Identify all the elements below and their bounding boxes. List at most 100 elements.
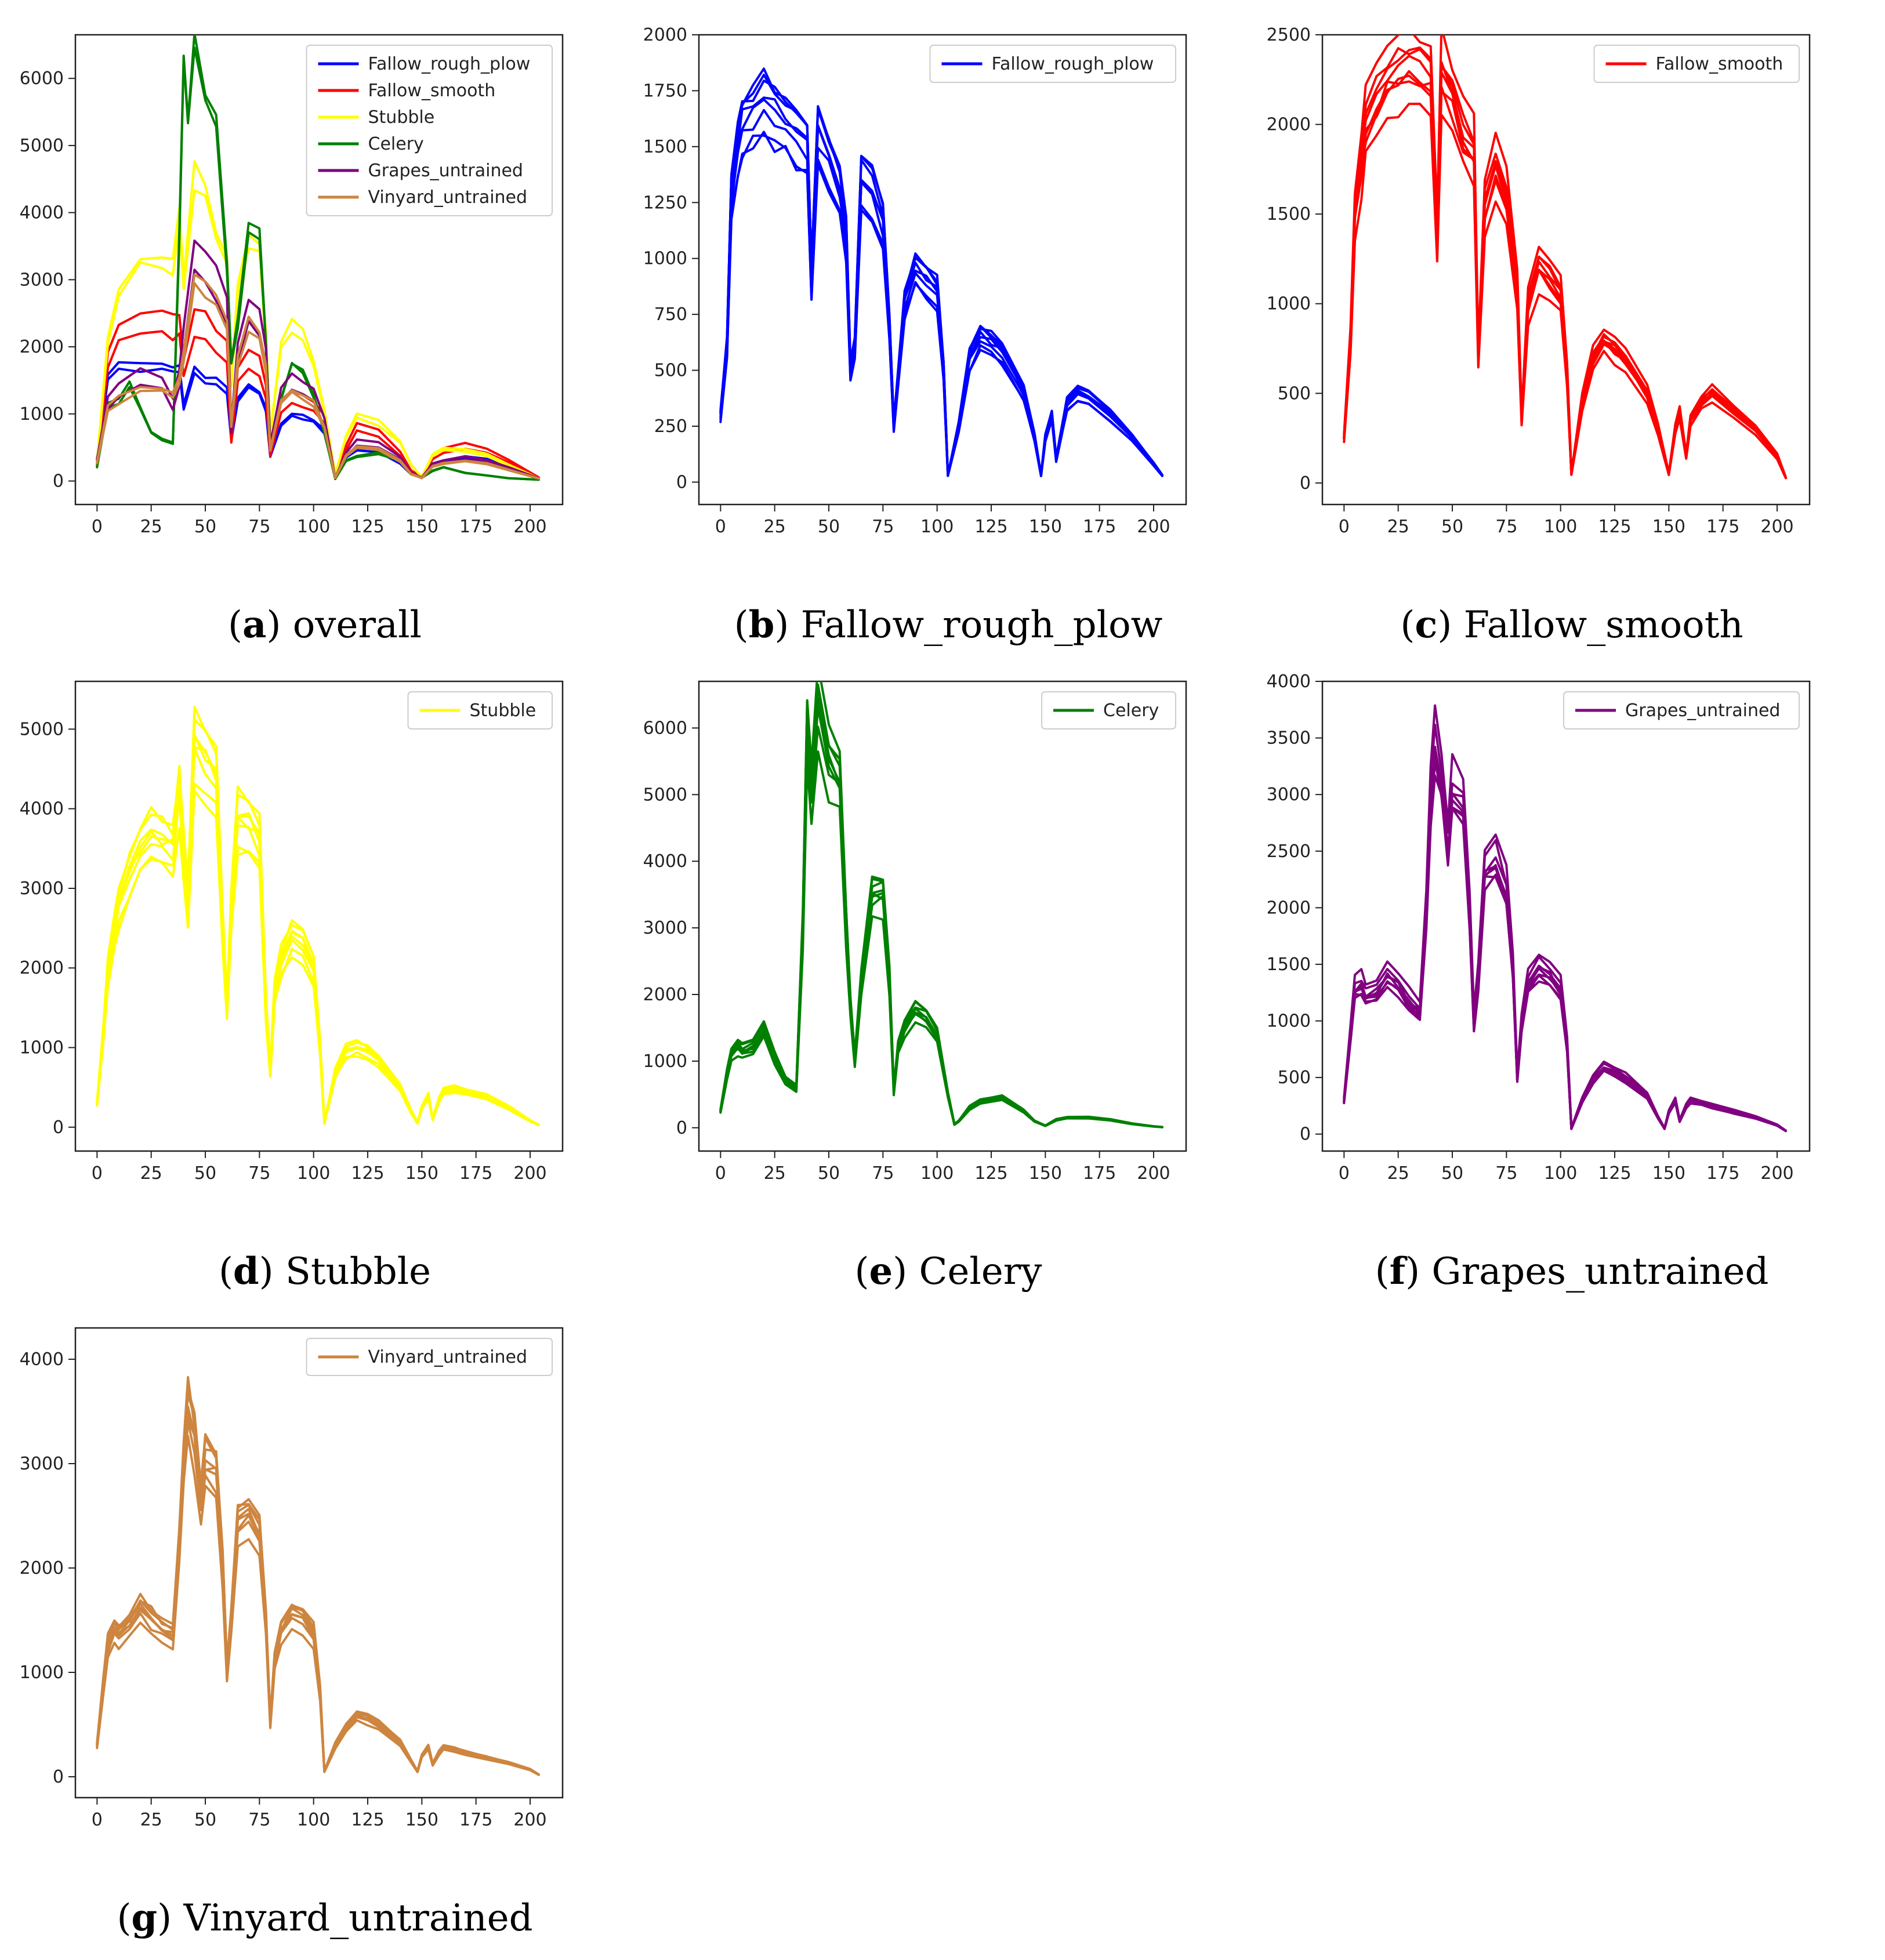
legend: Fallow_rough_plow <box>929 45 1176 83</box>
chart-fallow-rough-plow: 0 25 50 75 100 125 150 175 200025050075010001250… <box>643 25 1187 537</box>
x-tick-label: 25 <box>140 517 162 537</box>
y-tick-label: 500 <box>654 361 687 381</box>
x-tick-label: 100 <box>297 517 330 537</box>
y-tick-label: 1000 <box>1267 1011 1311 1032</box>
x-tick-label: 150 <box>1029 1163 1062 1184</box>
axes-frame <box>698 34 1187 506</box>
caption-text: Fallow_rough_plow <box>800 604 1163 647</box>
legend-label: Grapes_untrained <box>1625 700 1780 721</box>
y-tick-label: 5000 <box>20 136 64 156</box>
caption-letter: e <box>869 1250 893 1293</box>
x-tick-label: 200 <box>1137 517 1170 537</box>
y-tick-label: 4000 <box>20 799 64 819</box>
x-tick-label: 75 <box>872 517 894 537</box>
legend-box <box>1593 45 1800 83</box>
x-tick-label: 50 <box>194 1163 216 1184</box>
caption-letter: f <box>1389 1250 1406 1293</box>
legend: Stubble <box>407 691 553 729</box>
caption-letter: d <box>233 1250 259 1293</box>
y-tick-label: 0 <box>676 472 687 492</box>
chart-overall: 0 25 50 75 100 125 150 175 200010002000300040005… <box>20 34 564 537</box>
chart-stubble: 0 25 50 75 100 125 150 175 200010002000300040005… <box>20 680 564 1184</box>
x-tick-label: 200 <box>1137 1163 1170 1184</box>
legend-label: Celery <box>1103 700 1159 721</box>
legend-box <box>929 45 1176 83</box>
y-tick-label: 4000 <box>643 851 687 872</box>
y-tick-label: 6000 <box>643 718 687 738</box>
chart-grapes-untrained: 0 25 50 75 100 125 150 175 200050010001500200025… <box>1267 672 1811 1184</box>
series-line-vinyard-untrained <box>96 1417 540 1776</box>
legend: Grapes_untrained <box>1563 691 1800 729</box>
axes-frame <box>74 1327 564 1799</box>
caption-grapes-untrained: (f) Grapes_untrained <box>1375 1250 1769 1293</box>
y-tick-label: 1000 <box>20 1038 64 1058</box>
x-tick-label: 100 <box>297 1163 330 1184</box>
panel-vinyard-untrained: 0 25 50 75 100 125 150 175 200 0 1000 2000 3000 4000 V… <box>12 1316 638 1960</box>
legend: Fallow_rough_plow Fallow_smooth Stubble Cel… <box>306 45 553 216</box>
series-group <box>719 681 1163 1128</box>
caption-text: Grapes_untrained <box>1431 1250 1769 1293</box>
y-tick-label: 1500 <box>1267 204 1311 224</box>
caption-letter: a <box>242 603 267 647</box>
x-tick-label: 25 <box>1387 1163 1409 1184</box>
series-group <box>1343 704 1787 1133</box>
caption-fallow-smooth: (c) Fallow_smooth <box>1400 603 1743 647</box>
y-tick-label: 2000 <box>643 25 687 45</box>
x-tick-label: 125 <box>351 517 384 537</box>
panel-overall: 0 25 50 75 100 125 150 175 200 0 1000 2000 3000 4000 5… <box>12 23 638 667</box>
x-tick-label: 100 <box>297 1810 330 1830</box>
series-line-celery <box>719 699 1163 1128</box>
caption-text: Celery <box>919 1250 1042 1293</box>
y-tick-label: 1000 <box>643 249 687 269</box>
y-tick-label: 3000 <box>20 879 64 899</box>
series-line-grapes-untrained <box>1343 745 1787 1132</box>
legend-box <box>1041 691 1176 729</box>
x-tick-label: 100 <box>1544 1163 1577 1184</box>
caption-letter: g <box>131 1896 158 1940</box>
x-tick-label: 125 <box>351 1163 384 1184</box>
panel-grapes-untrained: 0 25 50 75 100 125 150 175 200 0 500 1000 1500 2000 25… <box>1259 670 1885 1313</box>
series-line-stubble <box>96 734 540 1126</box>
x-tick-label: 200 <box>513 1810 546 1830</box>
legend-label: Fallow_rough_plow <box>368 54 531 74</box>
x-tick-label: 100 <box>920 517 954 537</box>
panel-fallow-rough-plow: 0 25 50 75 100 125 150 175 200 0 250 500 750 1000 1250… <box>635 23 1262 667</box>
y-tick-label: 750 <box>654 304 687 325</box>
series-line-vinyard-untrained <box>96 282 540 480</box>
y-tick-label: 5000 <box>643 785 687 805</box>
caption-celery: (e) Celery <box>854 1250 1042 1293</box>
y-tick-label: 4000 <box>1267 672 1311 692</box>
y-tick-label: 1000 <box>20 1663 64 1683</box>
y-tick-label: 500 <box>1278 383 1311 404</box>
x-tick-label: 125 <box>974 1163 1007 1184</box>
x-tick-label: 175 <box>459 1810 492 1830</box>
chart-celery: 0 25 50 75 100 125 150 175 200010002000300040005… <box>643 680 1187 1184</box>
x-tick-label: 150 <box>1652 1163 1685 1184</box>
x-tick-label: 25 <box>140 1163 162 1184</box>
x-tick-label: 175 <box>1706 1163 1739 1184</box>
legend-label: Vinyard_untrained <box>368 187 528 208</box>
y-tick-label: 3000 <box>20 270 64 290</box>
x-tick-label: 0 <box>1339 1163 1350 1184</box>
y-tick-label: 0 <box>1300 473 1311 493</box>
legend-label: Fallow_smooth <box>1656 54 1783 74</box>
x-tick-label: 125 <box>974 517 1007 537</box>
legend-box <box>306 1338 553 1376</box>
y-tick-label: 250 <box>654 416 687 437</box>
axes-frame <box>1321 34 1811 506</box>
y-tick-label: 2000 <box>643 985 687 1005</box>
x-tick-label: 75 <box>248 517 270 537</box>
axes-frame <box>74 680 564 1152</box>
caption-vinyard-untrained: (g) Vinyard_untrained <box>117 1896 533 1940</box>
caption-letter: c <box>1415 603 1438 647</box>
caption-text: Vinyard_untrained <box>183 1897 533 1940</box>
x-tick-label: 0 <box>92 517 103 537</box>
caption-stubble: (d) Stubble <box>218 1250 432 1293</box>
legend-label: Stubble <box>368 107 435 128</box>
y-tick-label: 1500 <box>643 137 687 157</box>
x-tick-label: 175 <box>1706 517 1739 537</box>
legend-label: Stubble <box>470 700 536 721</box>
series-group <box>96 1376 540 1776</box>
